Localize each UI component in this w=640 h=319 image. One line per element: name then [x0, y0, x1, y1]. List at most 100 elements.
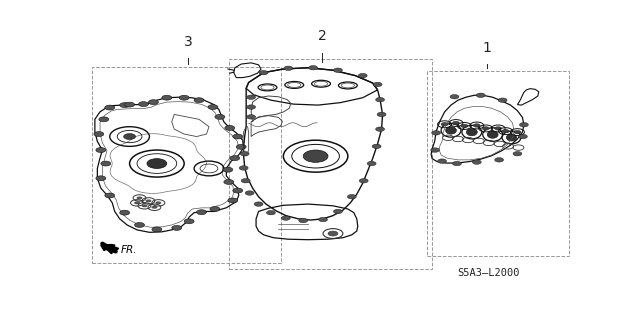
Circle shape	[136, 197, 143, 199]
Circle shape	[358, 73, 367, 78]
Circle shape	[282, 216, 291, 220]
Circle shape	[223, 167, 233, 172]
Circle shape	[179, 95, 189, 100]
Circle shape	[228, 198, 237, 203]
FancyArrow shape	[101, 245, 118, 252]
Circle shape	[99, 117, 109, 122]
Circle shape	[152, 206, 157, 209]
Circle shape	[498, 98, 507, 102]
Circle shape	[266, 211, 275, 215]
Circle shape	[152, 227, 162, 232]
Circle shape	[162, 95, 172, 100]
Ellipse shape	[467, 128, 477, 136]
Circle shape	[96, 176, 106, 181]
Circle shape	[246, 105, 255, 109]
Ellipse shape	[506, 134, 516, 141]
Circle shape	[156, 201, 161, 204]
Circle shape	[254, 202, 263, 206]
Text: 2: 2	[317, 29, 326, 43]
Circle shape	[495, 158, 504, 162]
Circle shape	[245, 191, 254, 195]
Circle shape	[225, 125, 235, 130]
Circle shape	[518, 134, 527, 139]
Circle shape	[233, 188, 243, 193]
Circle shape	[359, 179, 368, 183]
Circle shape	[233, 134, 243, 139]
Circle shape	[502, 130, 509, 133]
Circle shape	[333, 68, 342, 72]
Circle shape	[284, 66, 292, 70]
Circle shape	[474, 124, 480, 127]
Circle shape	[194, 98, 204, 103]
Circle shape	[241, 179, 250, 183]
Ellipse shape	[445, 127, 456, 134]
Circle shape	[172, 226, 182, 230]
Circle shape	[147, 159, 167, 168]
Circle shape	[495, 127, 502, 130]
Circle shape	[450, 94, 459, 99]
Circle shape	[96, 148, 106, 152]
Circle shape	[134, 223, 145, 227]
Circle shape	[328, 231, 338, 236]
Circle shape	[367, 161, 376, 166]
Circle shape	[196, 210, 207, 215]
Circle shape	[483, 127, 489, 130]
Text: 3: 3	[184, 35, 193, 49]
Text: S5A3–L2000: S5A3–L2000	[457, 268, 520, 278]
Circle shape	[520, 122, 529, 127]
Bar	[92, 67, 281, 263]
Circle shape	[236, 145, 246, 149]
Circle shape	[134, 201, 140, 204]
Circle shape	[120, 210, 129, 215]
Circle shape	[125, 102, 134, 107]
Circle shape	[476, 93, 485, 98]
Circle shape	[224, 180, 234, 184]
Circle shape	[240, 152, 249, 156]
Circle shape	[208, 105, 218, 109]
Circle shape	[124, 134, 136, 139]
Circle shape	[120, 103, 129, 108]
Circle shape	[94, 132, 104, 137]
Circle shape	[210, 206, 220, 211]
Circle shape	[105, 105, 115, 110]
Circle shape	[377, 112, 386, 117]
Circle shape	[472, 160, 481, 164]
Circle shape	[431, 148, 440, 152]
Circle shape	[438, 159, 447, 163]
Bar	[428, 71, 568, 256]
Circle shape	[141, 204, 147, 207]
Circle shape	[452, 121, 460, 125]
Circle shape	[513, 152, 522, 156]
Circle shape	[376, 127, 385, 131]
Circle shape	[215, 115, 225, 119]
Circle shape	[461, 124, 468, 128]
Circle shape	[148, 100, 158, 105]
Text: 1: 1	[483, 41, 491, 56]
Bar	[229, 59, 432, 269]
Circle shape	[348, 195, 356, 199]
Circle shape	[333, 209, 342, 214]
Circle shape	[184, 219, 194, 224]
Circle shape	[308, 65, 317, 70]
Circle shape	[431, 131, 440, 135]
Ellipse shape	[487, 131, 498, 138]
Circle shape	[373, 82, 382, 87]
Text: FR.: FR.	[121, 245, 137, 255]
Circle shape	[230, 156, 240, 160]
Circle shape	[376, 98, 385, 102]
Circle shape	[105, 193, 115, 198]
Circle shape	[514, 130, 521, 134]
Circle shape	[452, 161, 461, 166]
Circle shape	[299, 218, 308, 223]
Circle shape	[372, 144, 381, 149]
Circle shape	[319, 217, 328, 222]
Circle shape	[246, 115, 255, 119]
Circle shape	[138, 102, 148, 107]
Circle shape	[101, 161, 111, 166]
Circle shape	[246, 95, 255, 100]
Circle shape	[303, 150, 328, 162]
Circle shape	[441, 122, 448, 126]
Circle shape	[259, 70, 268, 75]
Circle shape	[145, 199, 152, 202]
Circle shape	[239, 166, 248, 170]
